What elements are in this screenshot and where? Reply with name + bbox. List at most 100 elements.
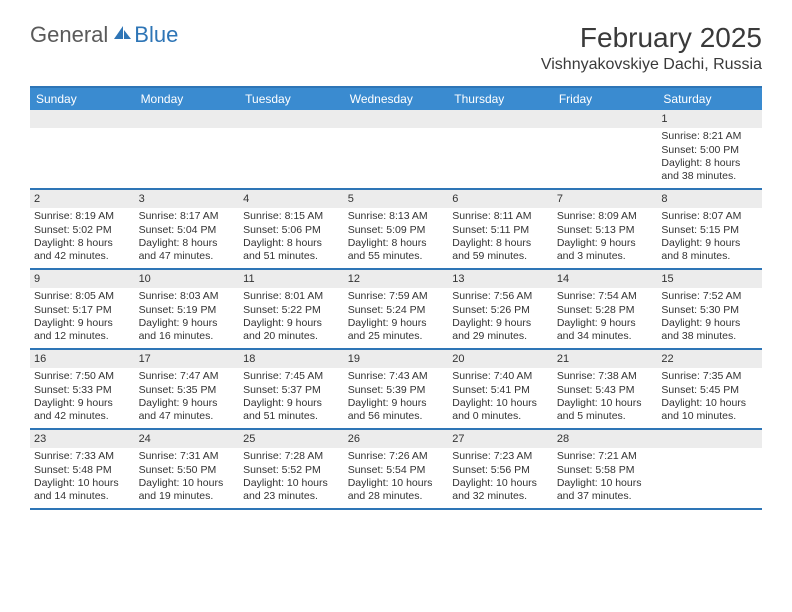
day-number: [657, 430, 762, 448]
sunrise-line: Sunrise: 7:40 AM: [452, 370, 549, 383]
daylight-line: Daylight: 8 hours and 38 minutes.: [661, 157, 758, 184]
day-body: Sunrise: 7:56 AMSunset: 5:26 PMDaylight:…: [448, 288, 553, 348]
week-row: 1Sunrise: 8:21 AMSunset: 5:00 PMDaylight…: [30, 110, 762, 190]
day-cell: [239, 110, 344, 188]
day-number: 6: [448, 190, 553, 208]
daylight-line: Daylight: 9 hours and 25 minutes.: [348, 317, 445, 344]
day-body: Sunrise: 8:05 AMSunset: 5:17 PMDaylight:…: [30, 288, 135, 348]
sunrise-line: Sunrise: 8:05 AM: [34, 290, 131, 303]
day-body: Sunrise: 8:07 AMSunset: 5:15 PMDaylight:…: [657, 208, 762, 268]
sunrise-line: Sunrise: 8:09 AM: [557, 210, 654, 223]
dow-sunday: Sunday: [30, 88, 135, 110]
brand-logo: General Blue: [30, 22, 178, 48]
sunset-line: Sunset: 5:26 PM: [452, 304, 549, 317]
daylight-line: Daylight: 9 hours and 51 minutes.: [243, 397, 340, 424]
day-cell: 26Sunrise: 7:26 AMSunset: 5:54 PMDayligh…: [344, 430, 449, 508]
sunset-line: Sunset: 5:37 PM: [243, 384, 340, 397]
week-row: 2 Sunrise: 8:19 AMSunset: 5:02 PM Daylight…: [30, 190, 762, 270]
day-number: 15: [657, 270, 762, 288]
sunrise-line: Sunrise: 8:17 AM: [139, 210, 236, 223]
header: General Blue February 2025 Vishnyakovski…: [0, 0, 792, 80]
day-body: Sunrise: 7:54 AMSunset: 5:28 PMDaylight:…: [553, 288, 658, 348]
sunrise-line: Sunrise: 7:26 AM: [348, 450, 445, 463]
day-body: Sunrise: 7:38 AMSunset: 5:43 PMDaylight:…: [553, 368, 658, 428]
sunset-line: Sunset: 5:39 PM: [348, 384, 445, 397]
day-cell: [30, 110, 135, 188]
day-number: 26: [344, 430, 449, 448]
day-number: [239, 110, 344, 128]
sunrise-line: Sunrise: 7:56 AM: [452, 290, 549, 303]
day-cell: 27Sunrise: 7:23 AMSunset: 5:56 PMDayligh…: [448, 430, 553, 508]
day-cell: 24Sunrise: 7:31 AMSunset: 5:50 PMDayligh…: [135, 430, 240, 508]
weeks-container: 1Sunrise: 8:21 AMSunset: 5:00 PMDaylight…: [30, 110, 762, 510]
daylight-line: Daylight: 9 hours and 42 minutes.: [34, 397, 131, 424]
day-cell: 13Sunrise: 7:56 AMSunset: 5:26 PMDayligh…: [448, 270, 553, 348]
sunrise-line: Sunrise: 8:21 AM: [661, 130, 758, 143]
sunset-line: Sunset: 5:33 PM: [34, 384, 131, 397]
day-cell: 9Sunrise: 8:05 AMSunset: 5:17 PMDaylight…: [30, 270, 135, 348]
sunrise-line: Sunrise: 7:47 AM: [139, 370, 236, 383]
sunrise-line: Sunrise: 8:19 AM: [34, 210, 131, 223]
sunset-line: Sunset: 5:06 PM: [243, 224, 340, 237]
day-cell: 12Sunrise: 7:59 AMSunset: 5:24 PMDayligh…: [344, 270, 449, 348]
day-cell: 17Sunrise: 7:47 AMSunset: 5:35 PMDayligh…: [135, 350, 240, 428]
day-body: Sunrise: 7:28 AMSunset: 5:52 PMDaylight:…: [239, 448, 344, 508]
day-cell: 7 Sunrise: 8:09 AMSunset: 5:13 PMDaylight…: [553, 190, 658, 268]
sunset-line: Sunset: 5:11 PM: [452, 224, 549, 237]
day-body: Sunrise: 7:43 AMSunset: 5:39 PMDaylight:…: [344, 368, 449, 428]
sunset-line: Sunset: 5:13 PM: [557, 224, 654, 237]
day-body: Sunrise: 8:11 AMSunset: 5:11 PMDaylight:…: [448, 208, 553, 268]
day-number: 1: [657, 110, 762, 128]
sunrise-line: Sunrise: 8:07 AM: [661, 210, 758, 223]
sunrise-line: Sunrise: 7:50 AM: [34, 370, 131, 383]
sunset-line: Sunset: 5:45 PM: [661, 384, 758, 397]
sunrise-line: Sunrise: 7:31 AM: [139, 450, 236, 463]
day-cell: [657, 430, 762, 508]
day-number: 7: [553, 190, 658, 208]
daylight-line: Daylight: 10 hours and 0 minutes.: [452, 397, 549, 424]
day-cell: 22Sunrise: 7:35 AMSunset: 5:45 PMDayligh…: [657, 350, 762, 428]
sunrise-line: Sunrise: 7:43 AM: [348, 370, 445, 383]
sunrise-line: Sunrise: 7:52 AM: [661, 290, 758, 303]
sunset-line: Sunset: 5:54 PM: [348, 464, 445, 477]
day-cell: 3Sunrise: 8:17 AMSunset: 5:04 PMDaylight…: [135, 190, 240, 268]
day-body: Sunrise: 8:03 AMSunset: 5:19 PMDaylight:…: [135, 288, 240, 348]
daylight-line: Daylight: 9 hours and 38 minutes.: [661, 317, 758, 344]
day-cell: 8Sunrise: 8:07 AMSunset: 5:15 PMDaylight…: [657, 190, 762, 268]
day-body: Sunrise: 7:23 AMSunset: 5:56 PMDaylight:…: [448, 448, 553, 508]
sunrise-line: Sunrise: 7:35 AM: [661, 370, 758, 383]
day-number: 2: [30, 190, 135, 208]
sunrise-line: Sunrise: 7:23 AM: [452, 450, 549, 463]
day-cell: 10Sunrise: 8:03 AMSunset: 5:19 PMDayligh…: [135, 270, 240, 348]
calendar: SundayMondayTuesdayWednesdayThursdayFrid…: [30, 86, 762, 510]
day-cell: [135, 110, 240, 188]
day-cell: 1Sunrise: 8:21 AMSunset: 5:00 PMDaylight…: [657, 110, 762, 188]
daylight-line: Daylight: 10 hours and 5 minutes.: [557, 397, 654, 424]
day-body: Sunrise: 8:21 AMSunset: 5:00 PMDaylight:…: [657, 128, 762, 188]
dow-friday: Friday: [553, 88, 658, 110]
day-body: Sunrise: 7:40 AMSunset: 5:41 PMDaylight:…: [448, 368, 553, 428]
day-number: 28: [553, 430, 658, 448]
day-body: Sunrise: 8:17 AMSunset: 5:04 PMDaylight:…: [135, 208, 240, 268]
day-cell: 16Sunrise: 7:50 AMSunset: 5:33 PMDayligh…: [30, 350, 135, 428]
sunrise-line: Sunrise: 8:01 AM: [243, 290, 340, 303]
daylight-line: Daylight: 9 hours and 3 minutes.: [557, 237, 654, 264]
day-body: Sunrise: 7:31 AMSunset: 5:50 PMDaylight:…: [135, 448, 240, 508]
sunset-line: Sunset: 5:28 PM: [557, 304, 654, 317]
day-cell: 23Sunrise: 7:33 AMSunset: 5:48 PMDayligh…: [30, 430, 135, 508]
day-body: Sunrise: 8:01 AMSunset: 5:22 PMDaylight:…: [239, 288, 344, 348]
daylight-line: Daylight: 9 hours and 47 minutes.: [139, 397, 236, 424]
day-number: 3: [135, 190, 240, 208]
sunset-line: Sunset: 5:02 PM: [34, 224, 131, 237]
title-block: February 2025 Vishnyakovskiye Dachi, Rus…: [541, 22, 762, 74]
daylight-line: Daylight: 9 hours and 56 minutes.: [348, 397, 445, 424]
day-cell: [553, 110, 658, 188]
day-number: 23: [30, 430, 135, 448]
day-number: 17: [135, 350, 240, 368]
daylight-line: Daylight: 10 hours and 37 minutes.: [557, 477, 654, 504]
sunset-line: Sunset: 5:41 PM: [452, 384, 549, 397]
dow-monday: Monday: [135, 88, 240, 110]
day-body: Sunrise: 7:33 AMSunset: 5:48 PMDaylight:…: [30, 448, 135, 508]
day-number: 19: [344, 350, 449, 368]
day-number: 18: [239, 350, 344, 368]
